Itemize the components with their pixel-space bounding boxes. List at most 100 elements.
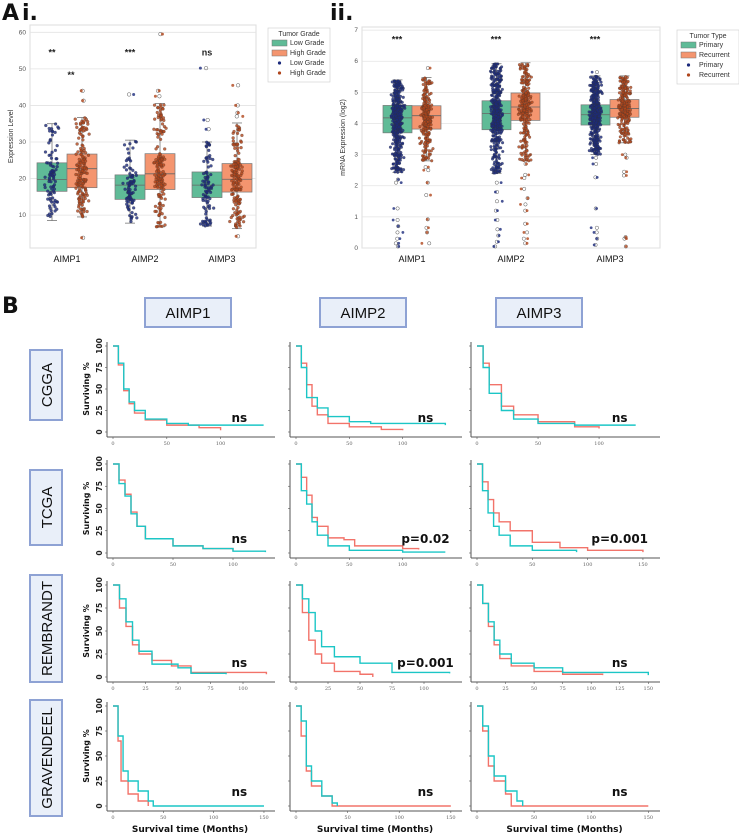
data-point xyxy=(424,122,428,126)
x-tick-label: 100 xyxy=(238,686,248,692)
data-point xyxy=(201,196,205,201)
data-point xyxy=(86,120,90,124)
data-point xyxy=(421,154,425,158)
panel-label-b: B xyxy=(2,294,19,319)
data-point xyxy=(595,207,598,210)
x-tick-label: 100 xyxy=(398,441,408,447)
y-tick-label: 50 xyxy=(95,503,104,513)
data-point xyxy=(205,195,209,200)
data-point xyxy=(618,86,622,90)
significance-label: p=0.02 xyxy=(401,532,449,546)
data-point xyxy=(54,157,58,161)
data-point xyxy=(158,201,162,206)
data-point xyxy=(499,146,503,150)
y-axis-label: Surviving % xyxy=(82,729,91,783)
outlier-point xyxy=(424,193,429,198)
x-tick-label: 0 xyxy=(475,686,478,692)
data-point xyxy=(163,223,167,227)
data-point xyxy=(428,98,432,102)
data-point xyxy=(399,156,403,160)
data-point xyxy=(77,136,81,140)
data-point xyxy=(162,192,166,196)
data-point xyxy=(524,139,528,143)
data-point xyxy=(493,73,497,77)
legend-entry: High Grade xyxy=(290,70,326,77)
outlier-point xyxy=(396,224,401,229)
data-point xyxy=(421,158,425,162)
data-point xyxy=(396,147,400,151)
data-point xyxy=(78,164,82,168)
data-point xyxy=(235,124,239,128)
data-point xyxy=(395,153,399,157)
data-point xyxy=(391,166,395,170)
data-point xyxy=(80,236,84,240)
row-header-box xyxy=(29,469,63,546)
data-point xyxy=(241,215,245,219)
data-point xyxy=(135,216,139,220)
data-point xyxy=(629,85,633,89)
data-point xyxy=(44,123,48,128)
data-point xyxy=(391,109,395,113)
outlier-point xyxy=(204,66,209,71)
data-point xyxy=(159,206,163,210)
x-tick-label: 50 xyxy=(357,686,363,692)
data-point xyxy=(594,87,598,91)
x-tick-label: 0 xyxy=(111,686,114,692)
data-point xyxy=(233,146,237,150)
data-point xyxy=(494,135,498,139)
data-point xyxy=(422,93,426,97)
data-point xyxy=(74,122,78,126)
legend-marker xyxy=(686,63,691,67)
x-tick-label: 0 xyxy=(475,815,478,821)
data-point xyxy=(157,173,161,177)
x-tick-label: 50 xyxy=(529,562,535,568)
x-tick-label: 50 xyxy=(344,815,350,821)
data-point xyxy=(587,110,591,114)
y-tick-label: 20 xyxy=(19,176,27,183)
data-point xyxy=(422,151,426,155)
panel-label-a: A xyxy=(2,1,19,26)
data-point xyxy=(589,98,593,102)
data-point xyxy=(121,181,125,185)
data-point xyxy=(154,175,159,179)
data-point xyxy=(125,163,129,167)
legend-title: Tumor Type xyxy=(690,33,727,40)
data-point xyxy=(75,142,79,146)
data-point xyxy=(399,181,403,185)
data-point xyxy=(525,162,528,166)
data-point xyxy=(521,81,525,85)
significance-label: *** xyxy=(392,34,403,44)
y-tick-label: 75 xyxy=(95,481,104,491)
data-point xyxy=(83,166,87,170)
data-point xyxy=(623,104,627,108)
y-tick-label: 2 xyxy=(354,183,358,190)
data-point xyxy=(152,127,156,131)
data-point xyxy=(129,175,134,179)
data-point xyxy=(522,131,526,135)
survival-grid: AIMP1 AIMP2 AIMP3 CGGA TCGA REMBRANDT GRAVENDE… xyxy=(29,297,660,835)
data-point xyxy=(517,104,521,108)
data-point xyxy=(528,78,532,82)
data-point xyxy=(500,161,504,165)
y-axis-label: Expression Level xyxy=(8,109,15,163)
data-point xyxy=(233,154,237,158)
data-point xyxy=(625,88,629,92)
data-point xyxy=(198,222,203,226)
data-point xyxy=(241,114,245,118)
data-point xyxy=(206,165,210,169)
data-point xyxy=(238,197,242,202)
legend-marker xyxy=(686,73,691,77)
data-point xyxy=(398,112,402,116)
data-point xyxy=(493,155,497,159)
survival-curve-cyan xyxy=(296,463,446,553)
data-point xyxy=(423,127,427,131)
data-point xyxy=(495,86,499,90)
data-point xyxy=(517,63,521,67)
data-point xyxy=(494,150,498,154)
data-point xyxy=(424,148,428,152)
data-point xyxy=(394,97,398,101)
data-point xyxy=(395,83,399,87)
data-point xyxy=(205,170,209,174)
data-point xyxy=(423,116,427,120)
data-point xyxy=(131,181,135,185)
